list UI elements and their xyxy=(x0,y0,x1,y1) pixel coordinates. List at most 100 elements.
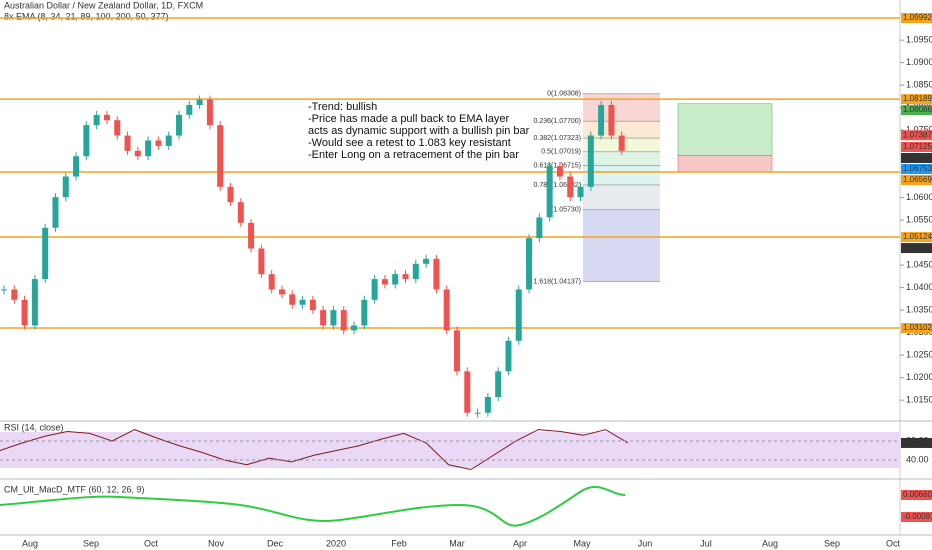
price-tick-label: 1.02000 xyxy=(906,372,932,382)
price-badge xyxy=(901,232,932,243)
candle xyxy=(474,412,481,414)
price-badge-label: 1.03102 xyxy=(903,323,932,332)
candle xyxy=(248,222,255,249)
candle xyxy=(11,289,18,300)
candle xyxy=(62,176,69,198)
time-label: Mar xyxy=(449,538,465,548)
candle xyxy=(237,202,244,223)
price-badge-label: 1.05124 xyxy=(903,232,932,241)
candle xyxy=(320,310,327,326)
fib-label: 0.382(1.07323) xyxy=(534,135,581,142)
fib-label: 0.786(1.06282) xyxy=(534,182,581,189)
candle xyxy=(289,294,296,305)
macd-badge-label: 0.00660 xyxy=(903,490,932,499)
time-label: Nov xyxy=(208,538,225,548)
time-label: Dec xyxy=(267,538,284,548)
candle xyxy=(227,186,234,203)
candle xyxy=(505,340,512,372)
price-badge xyxy=(901,142,932,153)
price-tick-label: 1.08500 xyxy=(906,80,932,90)
time-label: May xyxy=(573,538,591,548)
fib-zone xyxy=(583,151,660,166)
fib-label: 1(1.05730) xyxy=(547,207,581,214)
candle xyxy=(536,217,543,239)
price-badge-label: 1.06569 xyxy=(903,175,932,184)
candle xyxy=(433,258,440,290)
price-badge-label: 1.07125 xyxy=(903,142,932,151)
candle xyxy=(145,140,152,157)
fib-zone xyxy=(583,184,660,210)
candle xyxy=(134,150,141,157)
candle xyxy=(484,396,491,413)
price-badge xyxy=(901,243,932,254)
candle xyxy=(196,99,203,105)
candle xyxy=(73,156,80,177)
candle xyxy=(546,166,553,218)
price-badge xyxy=(901,175,932,186)
candle xyxy=(155,140,162,146)
rsi-band xyxy=(0,432,900,468)
time-label: Sep xyxy=(83,538,99,548)
candle xyxy=(299,299,306,305)
candle xyxy=(103,114,110,121)
price-badge-label: 1.05118 xyxy=(903,243,932,252)
price-badge xyxy=(901,323,932,334)
candle xyxy=(423,258,430,264)
candle xyxy=(495,371,502,397)
time-label: Feb xyxy=(391,538,407,548)
candle xyxy=(278,289,285,295)
price-tick-label: 1.03500 xyxy=(906,305,932,315)
candle xyxy=(361,299,368,326)
time-label: Apr xyxy=(513,538,527,548)
rsi-badge xyxy=(901,437,932,448)
price-tick-label: 1.02500 xyxy=(906,350,932,360)
price-badge-label: 1.09992 xyxy=(903,13,932,22)
candle xyxy=(618,135,625,151)
candle xyxy=(453,330,460,372)
annotation-line: acts as dynamic support with a bullish p… xyxy=(308,125,530,137)
price-tick-label: 1.06000 xyxy=(906,192,932,202)
candle xyxy=(114,120,121,136)
candle xyxy=(52,197,59,228)
fib-label: 1.618(1.04137) xyxy=(534,278,581,285)
price-tick-label: 1.05500 xyxy=(906,215,932,225)
time-label: Jul xyxy=(700,538,712,548)
stop-zone xyxy=(677,155,773,173)
price-tick-label: 1.09500 xyxy=(906,35,932,45)
candle xyxy=(31,279,38,326)
price-badge-label: 1.06937 xyxy=(903,153,932,162)
candle xyxy=(340,310,347,331)
time-label: Aug xyxy=(762,538,778,548)
annotation-line: -Trend: bullish xyxy=(308,101,377,113)
rsi-line xyxy=(0,429,629,471)
candle xyxy=(165,135,172,146)
candle xyxy=(1,289,7,291)
candle xyxy=(577,186,584,198)
candle xyxy=(598,104,605,136)
candle xyxy=(258,248,265,275)
price-badge xyxy=(901,164,932,175)
fib-label: 0.236(1.07700) xyxy=(534,118,581,125)
candle xyxy=(381,279,388,285)
candle xyxy=(217,125,224,187)
candle xyxy=(443,289,450,331)
candle xyxy=(206,99,213,126)
price-tick-label: 1.09000 xyxy=(906,57,932,67)
candle xyxy=(608,104,615,136)
candle xyxy=(83,125,90,157)
price-badge xyxy=(901,13,932,23)
candle xyxy=(587,135,594,187)
candle xyxy=(21,299,28,326)
price-tick-label: 1.04000 xyxy=(906,282,932,292)
time-label: Oct xyxy=(144,538,159,548)
fib-zone xyxy=(583,209,660,282)
price-badge xyxy=(901,153,932,164)
fib-label: 0(1.08308) xyxy=(547,91,581,98)
candle xyxy=(42,227,49,280)
price-badge-label: 1.07387 xyxy=(903,130,932,139)
macd-badge xyxy=(901,512,932,522)
fib-zone xyxy=(583,165,660,185)
candle xyxy=(186,104,193,115)
